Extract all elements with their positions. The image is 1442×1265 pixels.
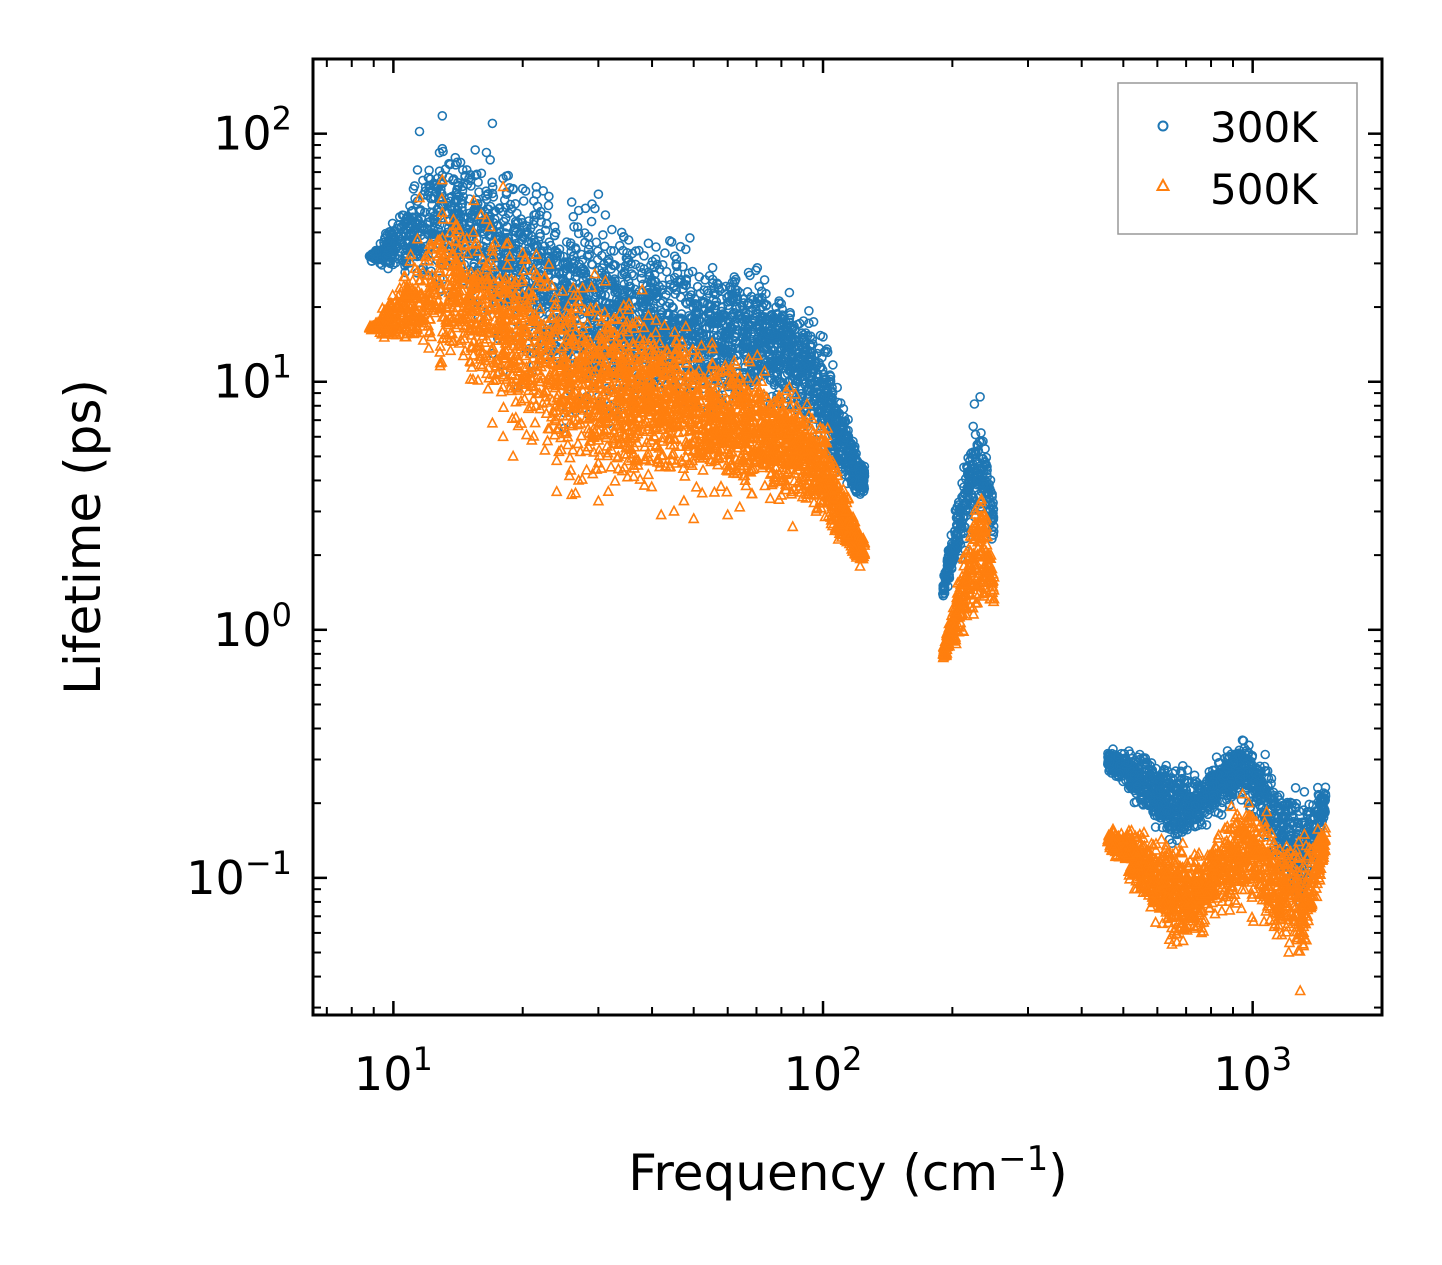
data-point <box>804 305 814 316</box>
data-point <box>586 216 597 227</box>
data-point <box>752 262 763 273</box>
data-point <box>619 268 629 279</box>
data-point <box>409 181 420 191</box>
data-point <box>628 270 639 281</box>
data-point <box>694 271 705 282</box>
data-point <box>680 244 691 255</box>
data-point <box>609 246 619 256</box>
data-point <box>660 248 670 258</box>
data-point <box>450 152 461 163</box>
data-point <box>707 262 718 273</box>
data-point <box>412 165 423 175</box>
data-point <box>639 251 649 261</box>
data-point <box>599 241 610 252</box>
data-point <box>828 360 838 370</box>
data-point <box>485 155 496 165</box>
data-point <box>651 242 661 252</box>
data-point <box>531 182 542 192</box>
data-point <box>538 186 549 196</box>
data-point <box>652 259 662 270</box>
data-point <box>643 238 654 249</box>
data-point <box>573 228 584 239</box>
data-point <box>649 269 660 280</box>
data-point <box>410 193 420 204</box>
data-point <box>481 147 492 158</box>
data-point <box>579 228 590 238</box>
points-layer <box>363 111 1332 996</box>
data-point <box>754 281 765 292</box>
data-point <box>730 274 741 285</box>
data-point <box>708 288 719 298</box>
data-point <box>487 177 497 188</box>
data-point <box>580 267 591 278</box>
data-point <box>636 273 647 284</box>
